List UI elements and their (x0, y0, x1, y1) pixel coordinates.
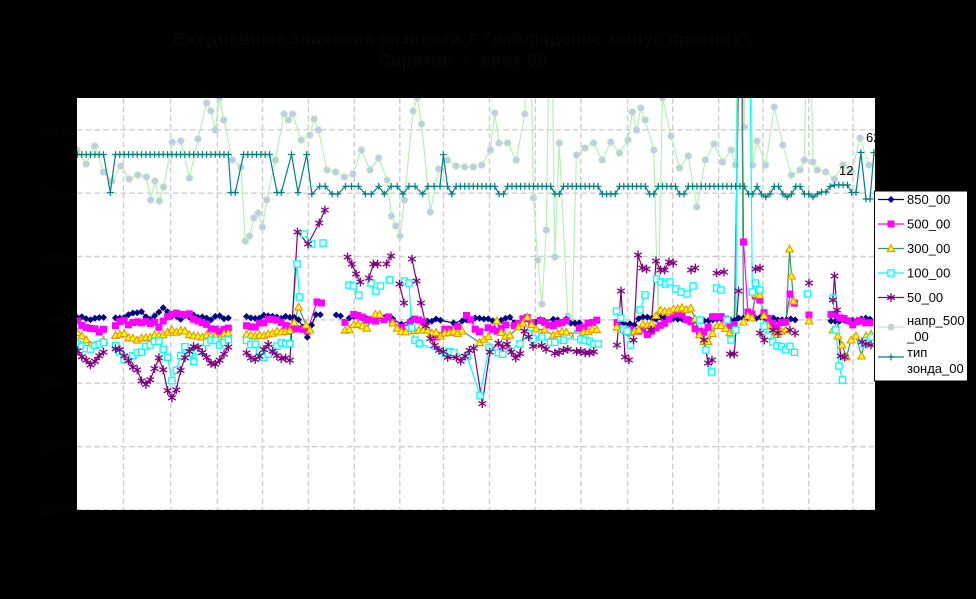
svg-text:300_00: 300_00 (907, 241, 950, 256)
svg-text:850_00: 850_00 (907, 192, 950, 207)
svg-text:Ежедневные значения разности Т: Ежедневные значения разности Т "наблюден… (172, 30, 753, 49)
svg-text:Саратов - срок 00: Саратов - срок 00 (378, 51, 547, 70)
svg-text:-10,00: -10,00 (37, 378, 68, 390)
svg-text:62: 62 (866, 130, 880, 145)
svg-text:-20,00: -20,00 (37, 442, 68, 454)
svg-text:_00: _00 (906, 329, 929, 344)
svg-text:10,00: 10,00 (41, 252, 69, 264)
svg-text:12: 12 (839, 163, 853, 178)
svg-text:зонда_00: зонда_00 (907, 361, 964, 376)
svg-text:тип: тип (907, 345, 927, 360)
svg-text:-30,00: -30,00 (37, 505, 68, 517)
svg-text:30,00: 30,00 (41, 125, 69, 137)
svg-text:0,00: 0,00 (47, 315, 68, 327)
svg-text:50_00: 50_00 (907, 290, 943, 305)
svg-text:20,00: 20,00 (41, 188, 69, 200)
svg-text:500_00: 500_00 (907, 217, 950, 232)
svg-text:100_00: 100_00 (907, 266, 950, 281)
svg-text:напр_500: напр_500 (907, 313, 965, 328)
